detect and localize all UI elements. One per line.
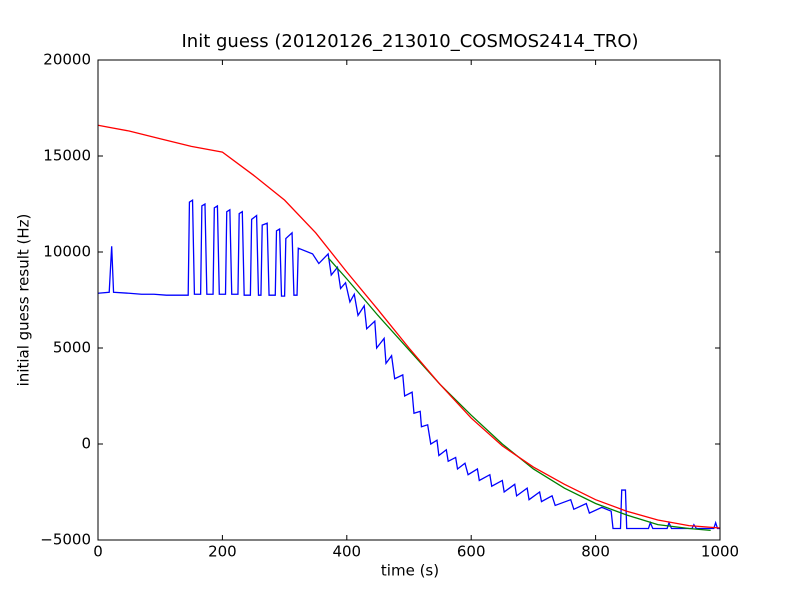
plot-area (97, 124, 721, 532)
y-axis-label: initial guess result (Hz) (15, 214, 33, 387)
y-tick-label: 5000 (53, 339, 91, 357)
x-tick-label: 1000 (701, 543, 739, 561)
axes-frame (97, 59, 721, 541)
y-tick-label: 15000 (43, 147, 91, 165)
y-tick-label: −5000 (40, 531, 91, 549)
data-line (97, 199, 720, 530)
x-tick-label: 600 (457, 543, 486, 561)
x-axis-label: time (s) (381, 562, 439, 580)
y-tick-label: 10000 (43, 243, 91, 261)
data-line (327, 257, 711, 532)
y-tick-label: 20000 (43, 51, 91, 69)
x-tick-label: 800 (581, 543, 610, 561)
y-tick-label: 0 (81, 435, 91, 453)
chart-title: Init guess (20120126_213010_COSMOS2414_T… (181, 31, 638, 52)
data-line (97, 124, 721, 529)
x-tick-label: 200 (208, 543, 237, 561)
x-tick-label: 0 (93, 543, 103, 561)
x-tick-label: 400 (332, 543, 361, 561)
